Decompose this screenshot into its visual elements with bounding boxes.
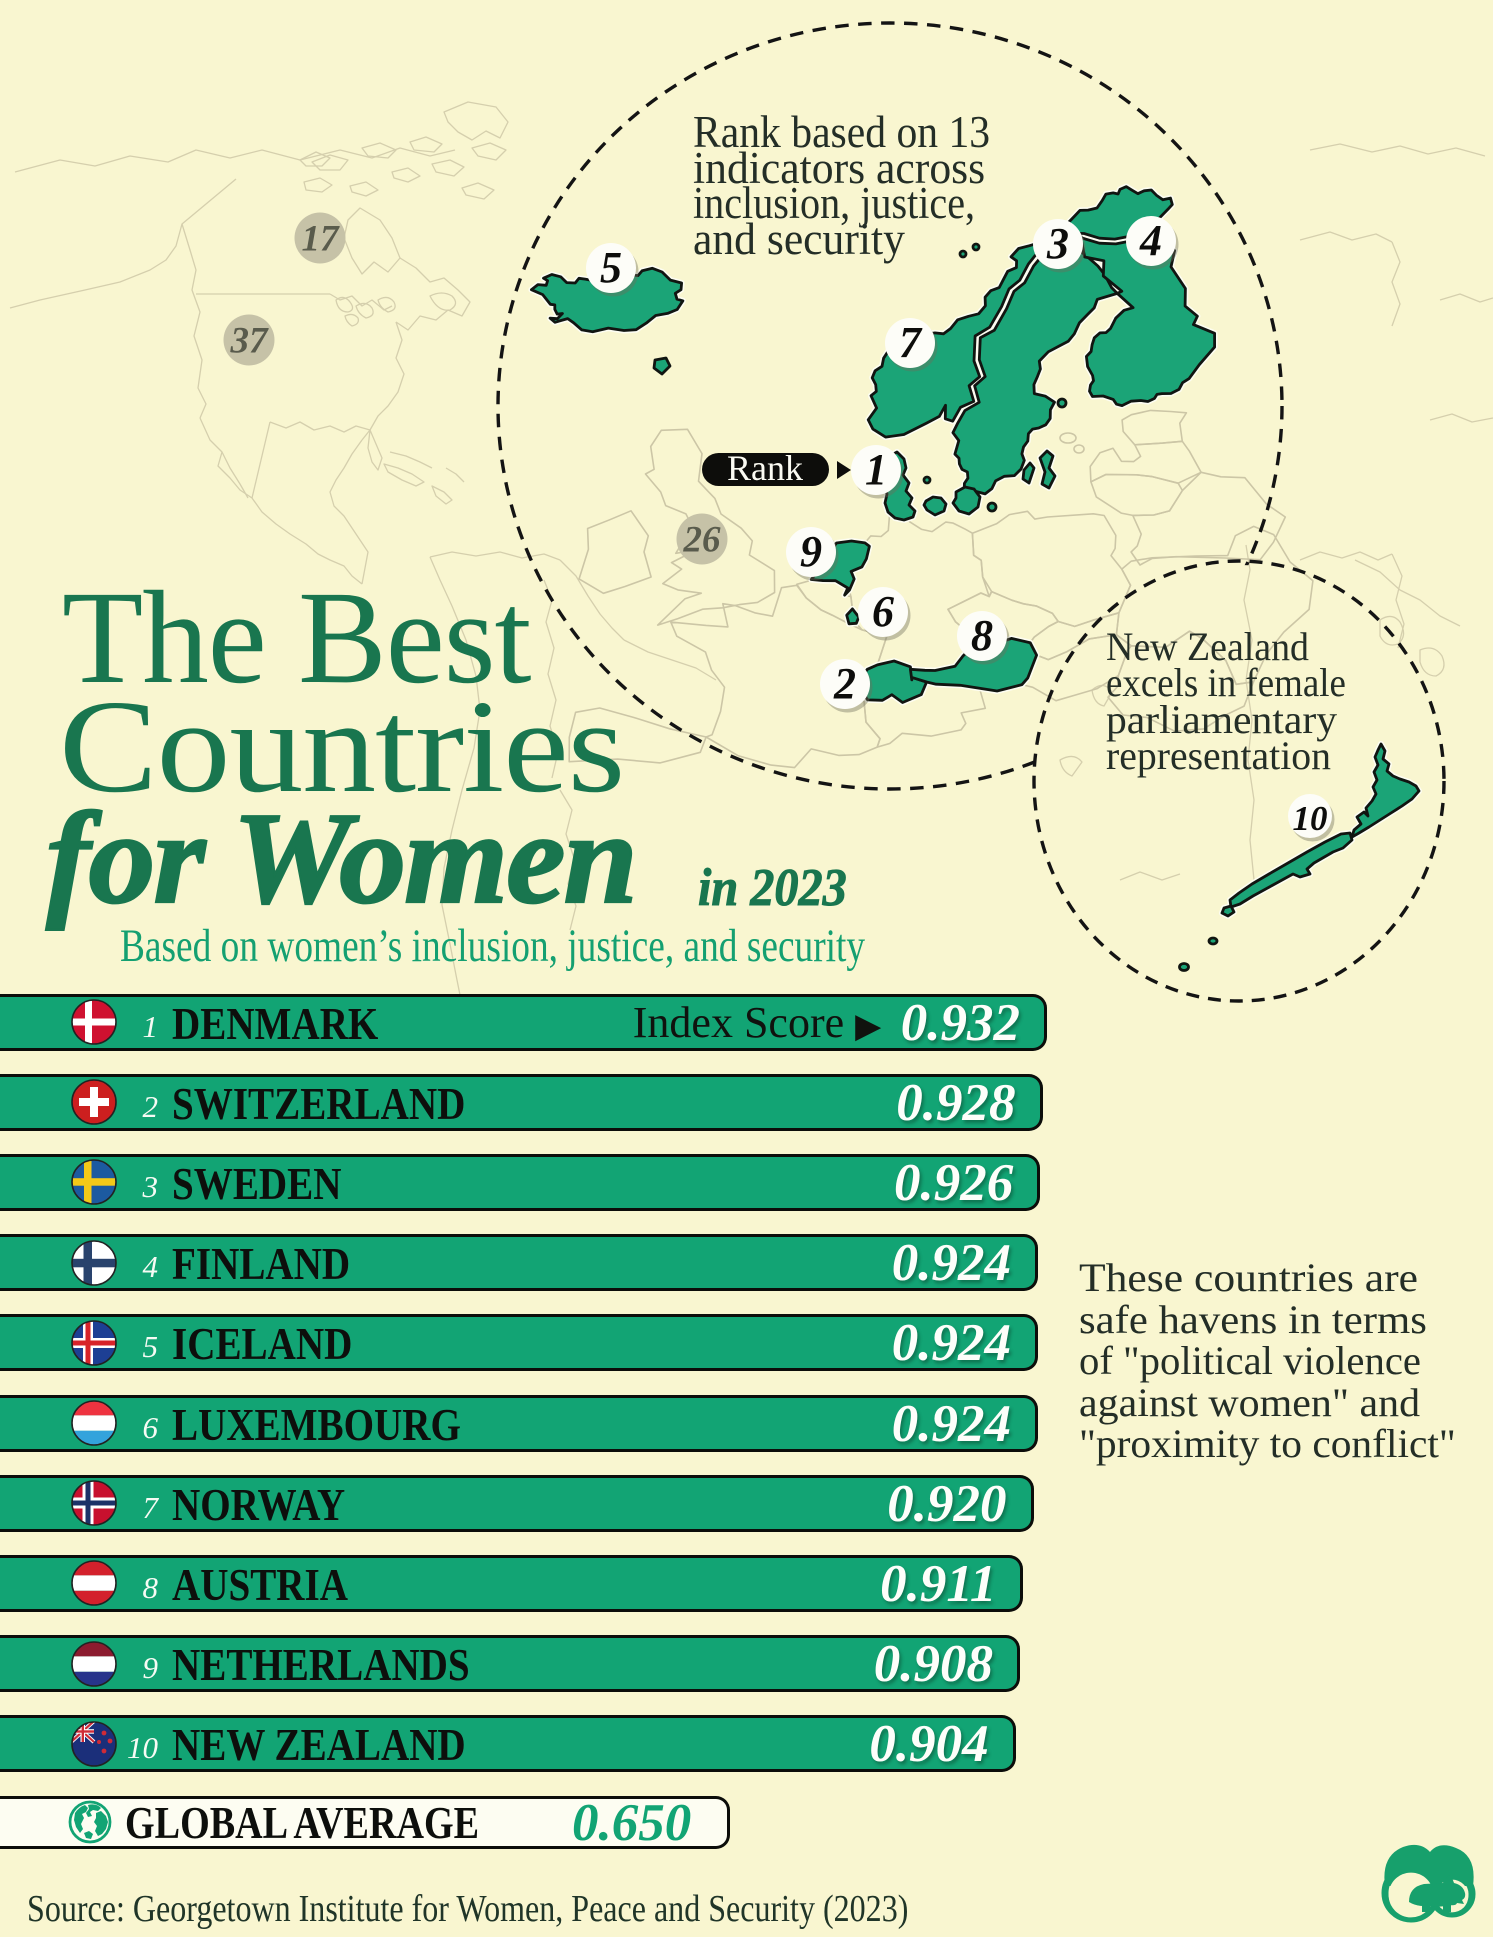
- svg-text:7: 7: [899, 318, 923, 367]
- svg-text:Rank: Rank: [727, 448, 803, 488]
- svg-text:4: 4: [1139, 216, 1162, 265]
- svg-text:2: 2: [833, 659, 856, 708]
- svg-text:3: 3: [1046, 219, 1069, 268]
- svg-text:26: 26: [683, 520, 722, 561]
- svg-text:37: 37: [230, 321, 270, 362]
- svg-text:8: 8: [971, 611, 993, 660]
- svg-text:5: 5: [600, 243, 622, 292]
- svg-text:10: 10: [1293, 799, 1328, 838]
- svg-text:9: 9: [800, 527, 822, 576]
- svg-text:1: 1: [865, 445, 887, 494]
- svg-text:6: 6: [872, 587, 894, 636]
- svg-text:17: 17: [302, 219, 341, 260]
